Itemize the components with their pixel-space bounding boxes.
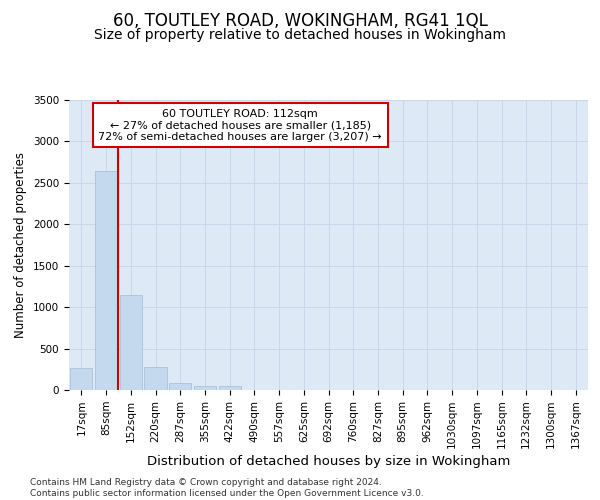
Bar bbox=[145, 367, 167, 390]
Bar bbox=[95, 172, 117, 390]
Bar bbox=[194, 386, 216, 390]
X-axis label: Distribution of detached houses by size in Wokingham: Distribution of detached houses by size … bbox=[147, 456, 510, 468]
Text: 60, TOUTLEY ROAD, WOKINGHAM, RG41 1QL: 60, TOUTLEY ROAD, WOKINGHAM, RG41 1QL bbox=[113, 12, 487, 30]
Text: 60 TOUTLEY ROAD: 112sqm
← 27% of detached houses are smaller (1,185)
72% of semi: 60 TOUTLEY ROAD: 112sqm ← 27% of detache… bbox=[98, 108, 382, 142]
Bar bbox=[119, 294, 142, 390]
Y-axis label: Number of detached properties: Number of detached properties bbox=[14, 152, 28, 338]
Text: Contains HM Land Registry data © Crown copyright and database right 2024.
Contai: Contains HM Land Registry data © Crown c… bbox=[30, 478, 424, 498]
Bar bbox=[218, 386, 241, 390]
Bar bbox=[70, 368, 92, 390]
Text: Size of property relative to detached houses in Wokingham: Size of property relative to detached ho… bbox=[94, 28, 506, 42]
Bar bbox=[169, 384, 191, 390]
